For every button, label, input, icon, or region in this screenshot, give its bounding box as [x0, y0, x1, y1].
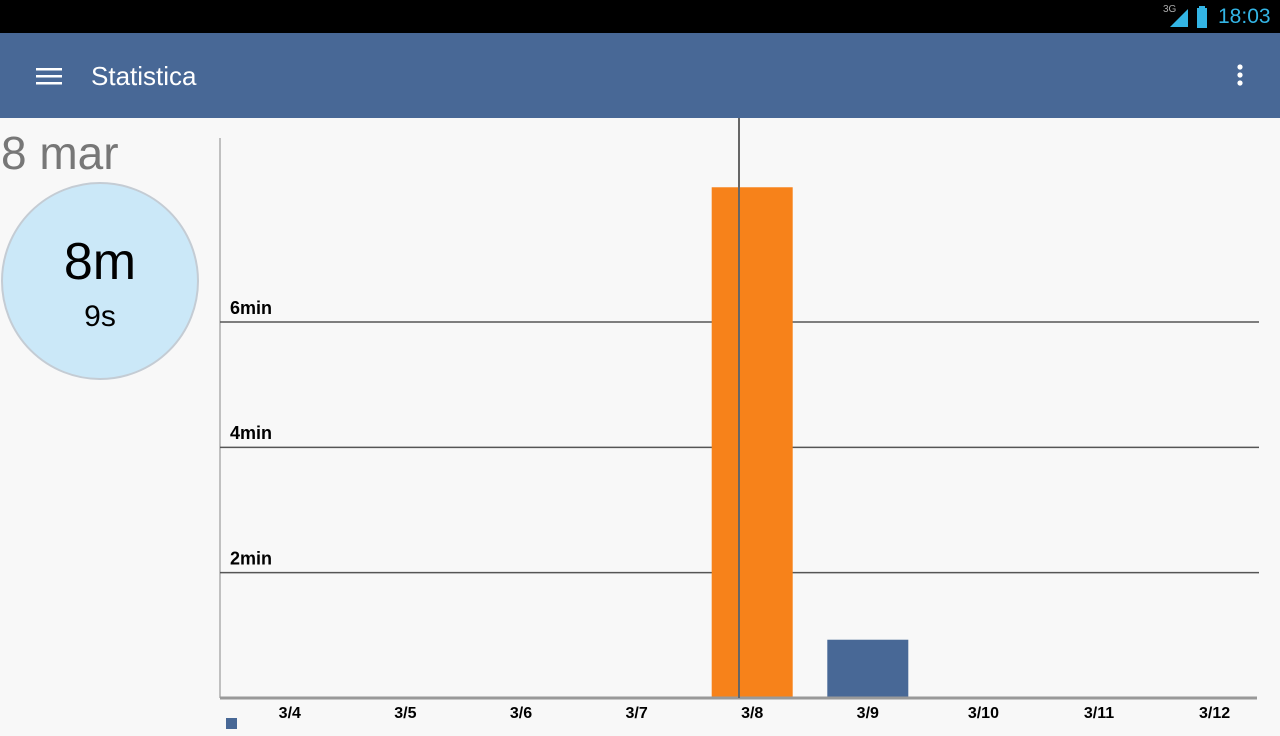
x-tick-label: 3/7 [625, 705, 647, 722]
x-tick-label: 3/12 [1199, 705, 1230, 722]
bar [711, 187, 793, 698]
network-label: 3G [1163, 4, 1177, 15]
legend-swatch [226, 718, 237, 729]
x-tick-label: 3/4 [279, 705, 301, 722]
y-tick-label: 6min [230, 298, 272, 318]
y-tick-label: 2min [230, 548, 272, 568]
x-tick-label: 3/8 [741, 705, 763, 722]
battery-icon [1197, 6, 1207, 28]
menu-button[interactable] [36, 67, 62, 87]
duration-circle: 8m 9s [1, 182, 199, 380]
duration-minutes: 8m [63, 233, 137, 291]
x-tick-label: 3/9 [857, 705, 879, 722]
date-label: 8 mar [1, 127, 119, 179]
status-bar: 3G 18:03 [0, 0, 1280, 33]
clock: 18:03 [1218, 5, 1271, 28]
signal-icon [1170, 9, 1188, 27]
x-tick-label: 3/6 [510, 705, 532, 722]
overflow-menu[interactable] [1235, 63, 1245, 89]
app-bar: Statistica [0, 33, 1280, 118]
duration-seconds: 9s [84, 300, 116, 333]
app-title: Statistica [91, 61, 197, 91]
x-tick-label: 3/10 [968, 705, 999, 722]
x-tick-label: 3/11 [1084, 705, 1114, 722]
y-tick-label: 4min [230, 423, 272, 443]
bar [827, 639, 909, 698]
x-tick-label: 3/5 [394, 705, 416, 722]
